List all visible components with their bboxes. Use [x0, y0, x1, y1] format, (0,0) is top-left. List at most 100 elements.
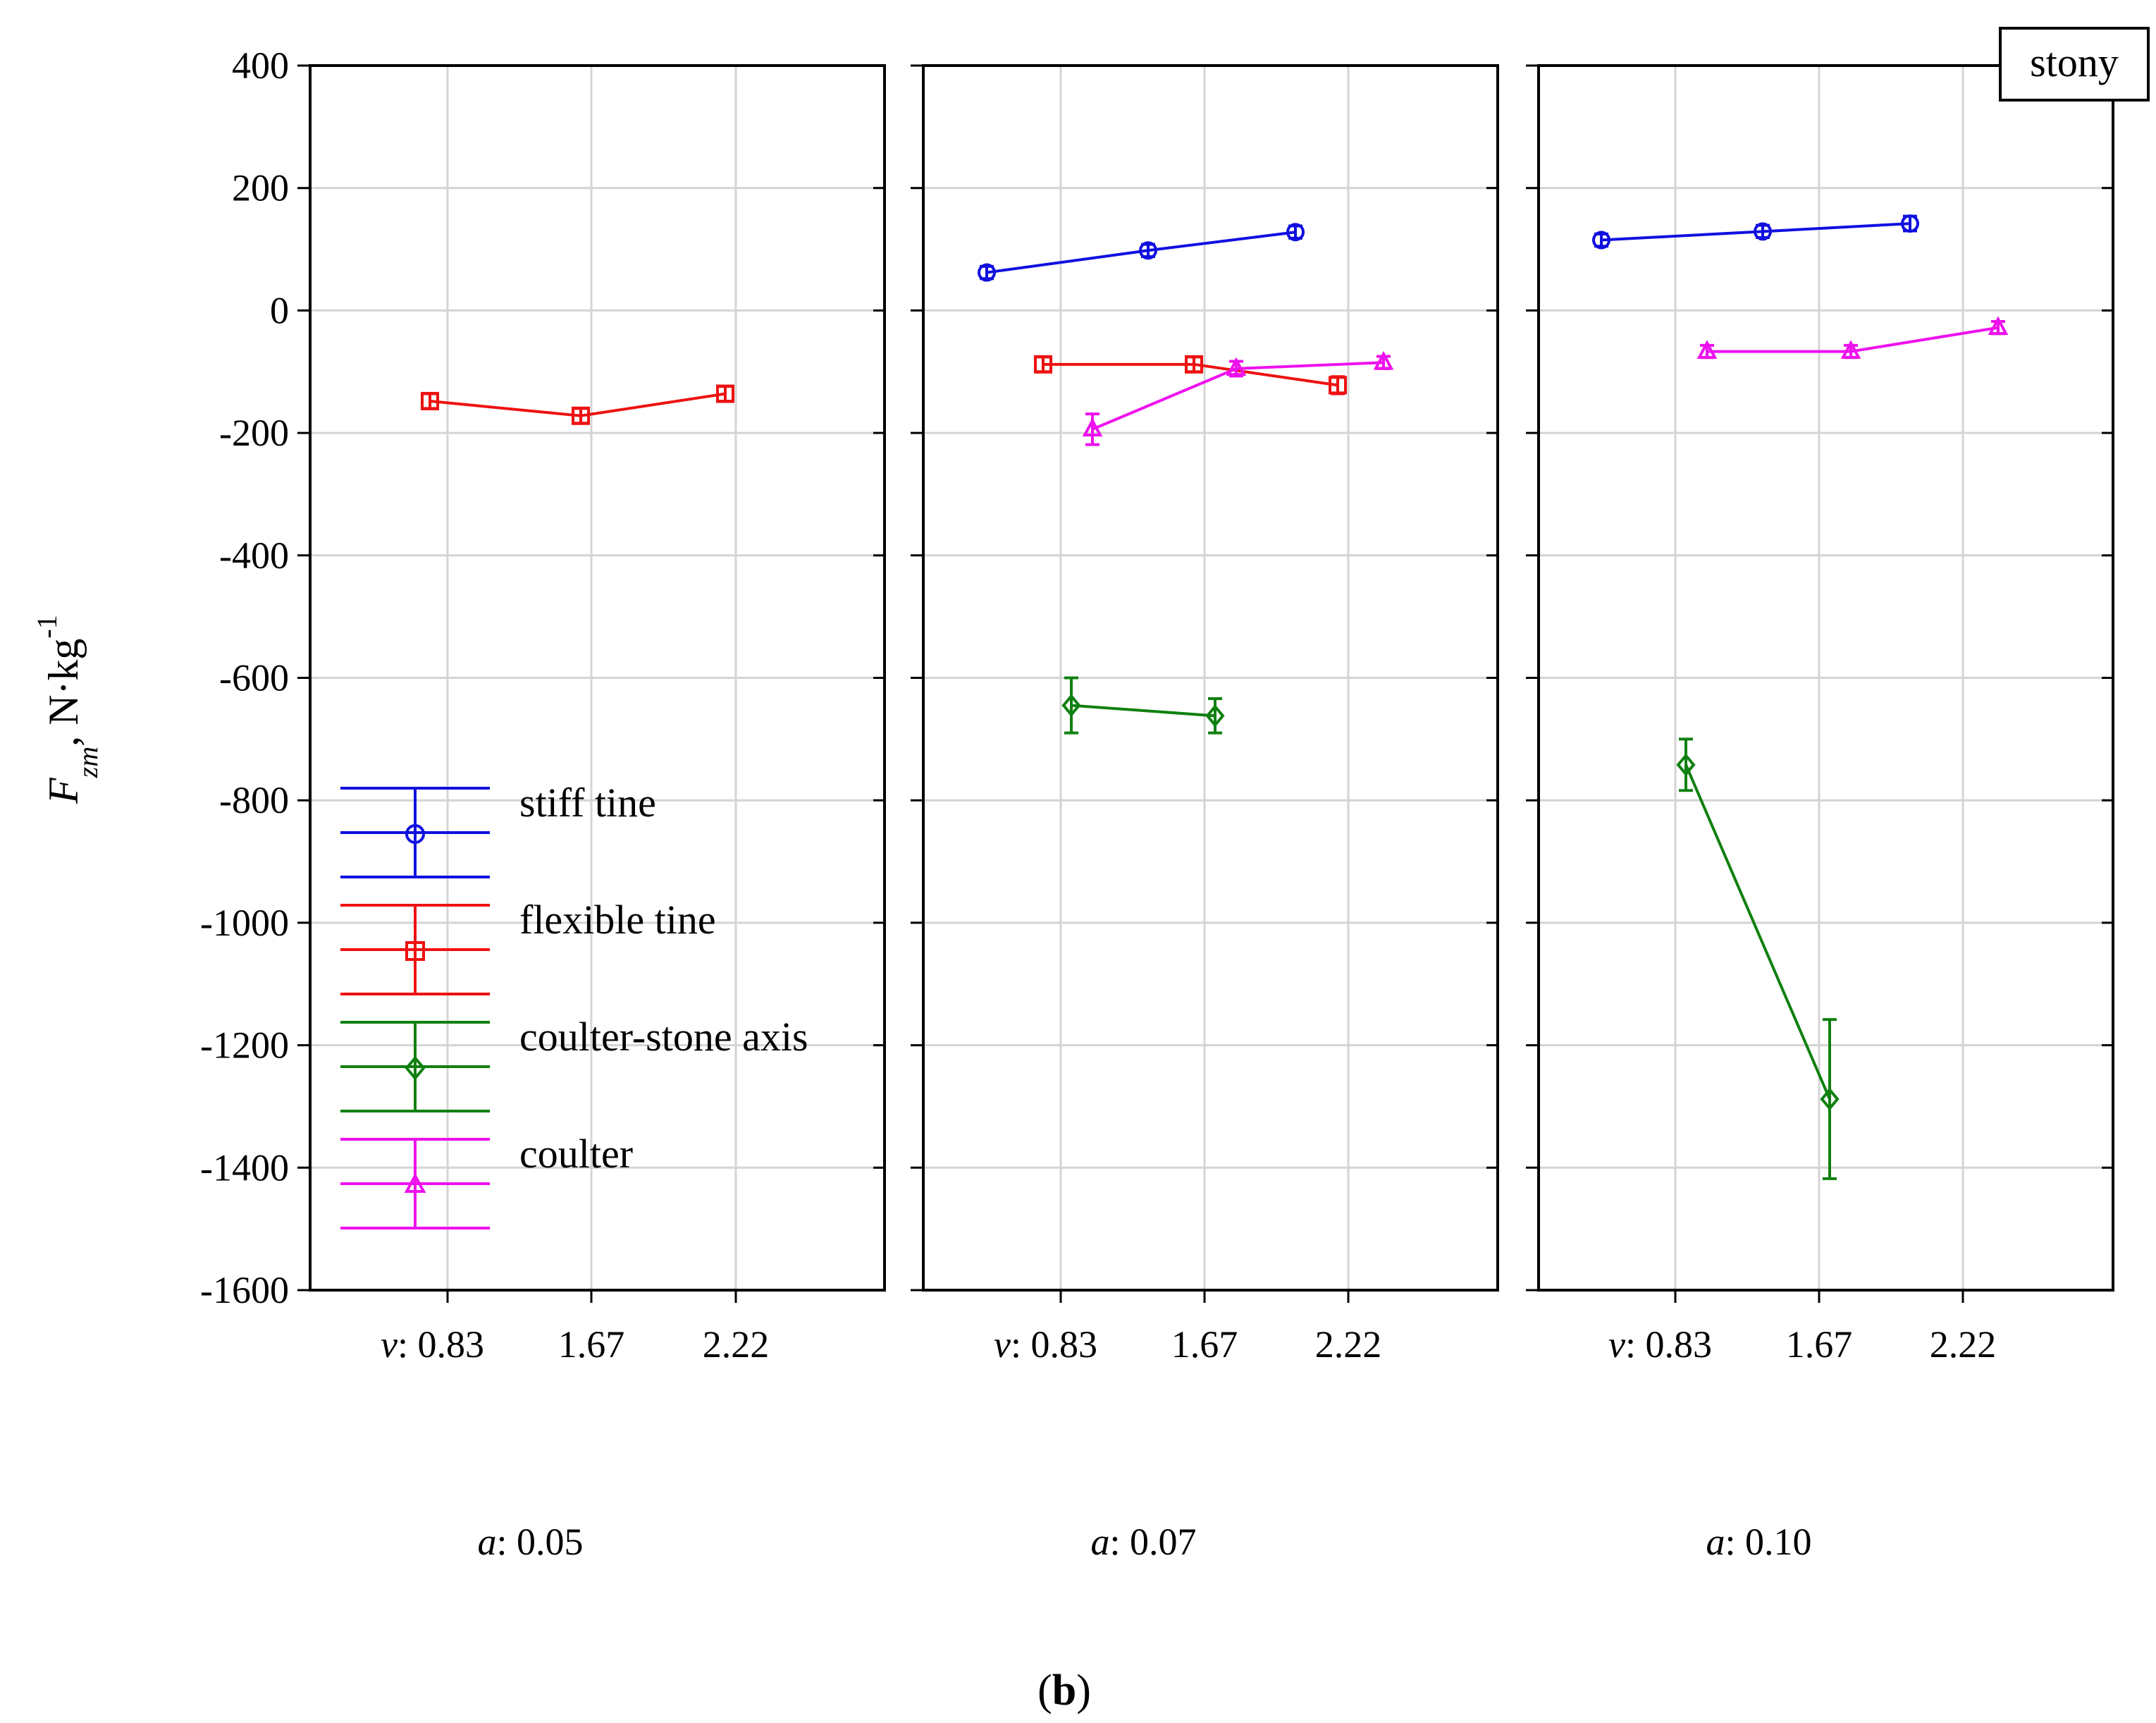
legend-label: flexible tine: [519, 897, 716, 943]
panel-frame: [922, 64, 1499, 1292]
x-tick-label: 1.67: [1171, 1323, 1238, 1366]
data-point-circle: [1592, 231, 1610, 250]
x-tick-label: 2.22: [1930, 1323, 1997, 1366]
error-bar: [1064, 676, 1078, 735]
series-coulter-stone-axis: [1061, 676, 1225, 735]
x-tick-label: 1.67: [558, 1323, 625, 1366]
x-tick-labels: v: 0.83 1.67 2.22: [994, 1323, 1381, 1366]
a-prefix-italic: a: [1706, 1521, 1725, 1563]
x-prefix-italic: v: [1608, 1323, 1625, 1366]
y-tick-label: -200: [219, 412, 289, 454]
error-bar: [1679, 737, 1693, 792]
legend-item-stiff-tine: stiff tine: [340, 780, 656, 878]
y-axis-ticks: 400 200 0 -200 -400 -600 -800 -1000 -1200 -1400 -1…: [200, 44, 289, 1311]
panel-a-label: a: 0.05: [477, 1521, 583, 1563]
data-point-diamond: [1820, 1087, 1840, 1111]
series-flexible-tine: [421, 384, 734, 425]
data-point-circle: [1286, 223, 1305, 242]
panel-a-label: a: 0.10: [1706, 1521, 1811, 1563]
gridlines: [310, 66, 885, 1290]
stony-box-frame: [1999, 27, 2150, 102]
data-point-diamond: [1676, 753, 1696, 777]
y-label-unit: , N·kg: [40, 639, 87, 747]
axis-ticks: [1526, 64, 2113, 1303]
data-point-diamond: [1061, 694, 1081, 717]
series-line: [1071, 704, 1216, 718]
caption-letter: b: [1052, 1667, 1076, 1715]
panel-frame: [1537, 64, 2114, 1292]
data-point-circle: [1754, 222, 1772, 241]
a-value: : 0.05: [496, 1521, 583, 1563]
y-label-sup: -1: [31, 615, 63, 638]
x-tick-label: v: 0.83: [381, 1323, 484, 1366]
series-flexible-tine: [1034, 355, 1347, 396]
a-prefix-italic: a: [1090, 1521, 1109, 1563]
caption-close: ): [1076, 1667, 1091, 1715]
series-coulter-stone-axis: [1676, 737, 1840, 1180]
y-tick-label: -600: [219, 657, 289, 699]
y-label-main: F: [40, 777, 87, 804]
x-tick-labels: v: 0.83 1.67 2.22: [1608, 1323, 1996, 1366]
data-point-circle: [978, 263, 996, 282]
legend-marker-triangle: [404, 1172, 426, 1193]
y-tick-label: 400: [232, 44, 289, 87]
x-tick-label: 1.67: [1786, 1323, 1853, 1366]
panel-a-0-07: v: 0.83 1.67 2.22 a: 0.07: [911, 64, 1499, 1563]
data-point-square: [1034, 355, 1052, 374]
data-point-triangle: [1988, 316, 2009, 335]
figure-caption: (b): [1037, 1667, 1091, 1715]
data-point-triangle: [1373, 350, 1394, 370]
panel-a-0-10: v: 0.83 1.67 2.22 a: 0.10: [1526, 64, 2114, 1563]
data-point-circle: [1139, 241, 1157, 260]
caption-open: (: [1037, 1667, 1052, 1715]
x-tick-label: v: 0.83: [1608, 1323, 1712, 1366]
series-line: [429, 392, 726, 417]
data-point-triangle: [1840, 340, 1861, 359]
panel-frame: [309, 64, 886, 1292]
stony-label-box: stony: [1999, 27, 2150, 102]
legend-item-coulter: coulter: [340, 1131, 633, 1230]
y-tick-label: -400: [219, 534, 289, 577]
panel-a-0-05: v: 0.83 1.67 2.22 a: 0.05: [297, 64, 886, 1563]
y-tick-label: 200: [232, 167, 289, 209]
legend-marker-circle: [405, 824, 425, 844]
data-point-square: [1185, 355, 1203, 374]
legend-label: coulter-stone axis: [519, 1014, 808, 1060]
svg-text:Fzm, N·kg-1: Fzm, N·kg-1: [31, 615, 104, 804]
data-point-circle: [1901, 214, 1919, 233]
a-value: : 0.07: [1109, 1521, 1196, 1563]
data-point-triangle: [1082, 417, 1103, 437]
gridlines: [1539, 66, 2113, 1290]
data-point-square: [572, 406, 590, 425]
y-tick-label: -1600: [200, 1269, 289, 1311]
a-value: : 0.10: [1725, 1521, 1811, 1563]
legend-marker-square: [405, 941, 425, 961]
x-tick-label: 2.22: [1315, 1323, 1382, 1366]
data-point-square: [716, 384, 734, 403]
series-line: [1684, 764, 1831, 1100]
panel-a-label: a: 0.07: [1090, 1521, 1196, 1563]
plot-layer: 400 200 0 -200 -400 -600 -800 -1000 -1200 -1400 -1…: [200, 44, 2114, 1563]
y-tick-label: 0: [270, 289, 289, 331]
x-prefix-italic: v: [994, 1323, 1011, 1366]
legend: stiff tine flexible tine coulter-stone axi…: [340, 780, 808, 1230]
y-tick-label: -800: [219, 779, 289, 821]
gridlines: [923, 66, 1498, 1290]
y-tick-label: -1200: [200, 1024, 289, 1067]
y-tick-label: -1000: [200, 902, 289, 944]
x-tick-labels: v: 0.83 1.67 2.22: [381, 1323, 769, 1366]
y-axis-label: Fzm, N·kg-1: [31, 615, 104, 804]
series-stiff-tine: [1592, 214, 1919, 250]
x-prefix-italic: v: [381, 1323, 398, 1366]
data-point-square: [1329, 376, 1347, 395]
x-prefix-colon: : 0.83: [1625, 1323, 1712, 1366]
data-point-square: [421, 391, 439, 410]
x-tick-label: v: 0.83: [994, 1323, 1097, 1366]
data-point-triangle: [1226, 357, 1247, 376]
error-bar: [1823, 1018, 1837, 1180]
x-prefix-colon: : 0.83: [398, 1323, 484, 1366]
legend-label: stiff tine: [519, 780, 656, 826]
y-label-sub: zm: [72, 747, 104, 778]
legend-marker-diamond: [405, 1055, 426, 1081]
